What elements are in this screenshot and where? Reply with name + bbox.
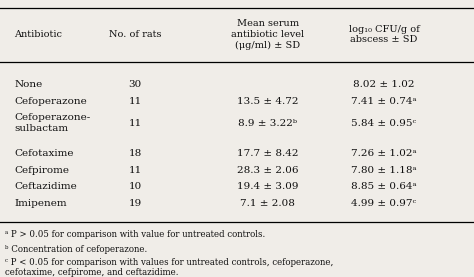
Text: log₁₀ CFU/g of
abscess ± SD: log₁₀ CFU/g of abscess ± SD xyxy=(348,25,419,45)
Text: 11: 11 xyxy=(128,97,142,106)
Text: Ceftazidime: Ceftazidime xyxy=(14,183,77,191)
Text: 19.4 ± 3.09: 19.4 ± 3.09 xyxy=(237,183,299,191)
Text: ᵃ P > 0.05 for comparison with value for untreated controls.: ᵃ P > 0.05 for comparison with value for… xyxy=(5,230,265,238)
Text: 8.02 ± 1.02: 8.02 ± 1.02 xyxy=(353,80,415,89)
Text: ᵇ Concentration of cefoperazone.: ᵇ Concentration of cefoperazone. xyxy=(5,245,147,254)
Text: 4.99 ± 0.97ᶜ: 4.99 ± 0.97ᶜ xyxy=(351,199,417,208)
Text: Imipenem: Imipenem xyxy=(14,199,67,208)
Text: Cefoperazone-
sulbactam: Cefoperazone- sulbactam xyxy=(14,113,91,133)
Text: 7.1 ± 2.08: 7.1 ± 2.08 xyxy=(240,199,295,208)
Text: None: None xyxy=(14,80,43,89)
Text: 11: 11 xyxy=(128,119,142,128)
Text: 13.5 ± 4.72: 13.5 ± 4.72 xyxy=(237,97,299,106)
Text: 11: 11 xyxy=(128,166,142,175)
Text: Mean serum
antibiotic level
(μg/ml) ± SD: Mean serum antibiotic level (μg/ml) ± SD xyxy=(231,19,304,50)
Text: 30: 30 xyxy=(128,80,142,89)
Text: ᶜ P < 0.05 for comparison with values for untreated controls, cefoperazone,
cefo: ᶜ P < 0.05 for comparison with values fo… xyxy=(5,258,333,277)
Text: 5.84 ± 0.95ᶜ: 5.84 ± 0.95ᶜ xyxy=(351,119,417,128)
Text: 28.3 ± 2.06: 28.3 ± 2.06 xyxy=(237,166,299,175)
Text: 8.85 ± 0.64ᵃ: 8.85 ± 0.64ᵃ xyxy=(351,183,417,191)
Text: 18: 18 xyxy=(128,149,142,158)
Text: 19: 19 xyxy=(128,199,142,208)
Text: Cefpirome: Cefpirome xyxy=(14,166,69,175)
Text: 7.41 ± 0.74ᵃ: 7.41 ± 0.74ᵃ xyxy=(351,97,417,106)
Text: 8.9 ± 3.22ᵇ: 8.9 ± 3.22ᵇ xyxy=(238,119,297,128)
Text: 7.80 ± 1.18ᵃ: 7.80 ± 1.18ᵃ xyxy=(351,166,417,175)
Text: 7.26 ± 1.02ᵃ: 7.26 ± 1.02ᵃ xyxy=(351,149,417,158)
Text: Antibiotic: Antibiotic xyxy=(14,30,62,39)
Text: No. of rats: No. of rats xyxy=(109,30,161,39)
Text: Cefoperazone: Cefoperazone xyxy=(14,97,87,106)
Text: Cefotaxime: Cefotaxime xyxy=(14,149,74,158)
Text: 10: 10 xyxy=(128,183,142,191)
Text: 17.7 ± 8.42: 17.7 ± 8.42 xyxy=(237,149,299,158)
